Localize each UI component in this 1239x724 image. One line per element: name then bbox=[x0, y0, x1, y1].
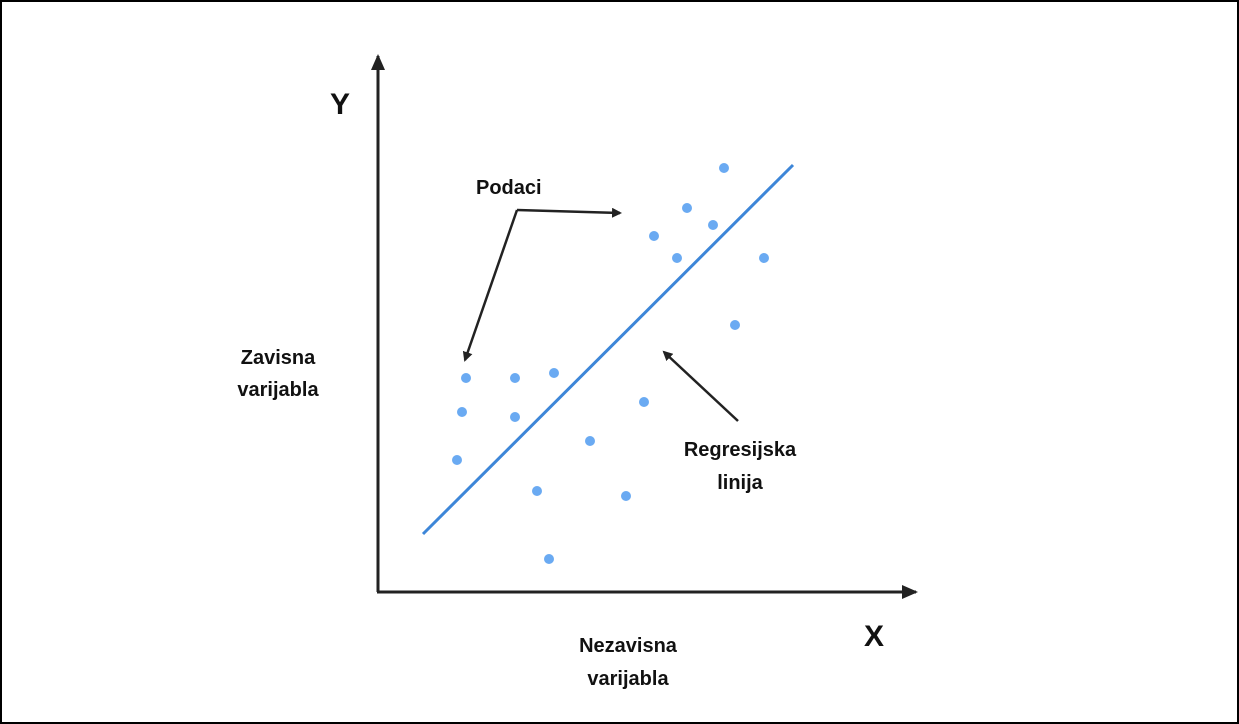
point bbox=[682, 203, 692, 213]
point bbox=[510, 412, 520, 422]
data-label: Podaci bbox=[476, 177, 542, 199]
point bbox=[549, 368, 559, 378]
point bbox=[719, 163, 729, 173]
y-axis-label: Y bbox=[330, 88, 350, 121]
axes bbox=[371, 54, 918, 599]
arrows bbox=[462, 207, 739, 422]
point bbox=[708, 220, 718, 230]
point bbox=[510, 373, 520, 383]
regression-label: linija bbox=[717, 472, 763, 494]
point bbox=[621, 491, 631, 501]
independent-label: Nezavisna bbox=[579, 635, 678, 657]
arrow bbox=[662, 350, 739, 422]
point bbox=[532, 486, 542, 496]
point bbox=[730, 320, 740, 330]
arrow bbox=[516, 207, 622, 218]
dependent-label: Zavisna bbox=[241, 347, 316, 369]
data-points bbox=[452, 163, 769, 564]
regression-label: Regresijska bbox=[684, 439, 797, 461]
point bbox=[457, 407, 467, 417]
point bbox=[544, 554, 554, 564]
point bbox=[639, 397, 649, 407]
point bbox=[649, 231, 659, 241]
point bbox=[452, 455, 462, 465]
dependent-label: varijabla bbox=[237, 379, 319, 401]
point bbox=[585, 436, 595, 446]
independent-label: varijabla bbox=[587, 668, 669, 690]
point bbox=[672, 253, 682, 263]
x-axis-label: X bbox=[864, 620, 884, 653]
point bbox=[759, 253, 769, 263]
point bbox=[461, 373, 471, 383]
regression-line bbox=[421, 163, 795, 536]
arrow bbox=[462, 209, 519, 362]
